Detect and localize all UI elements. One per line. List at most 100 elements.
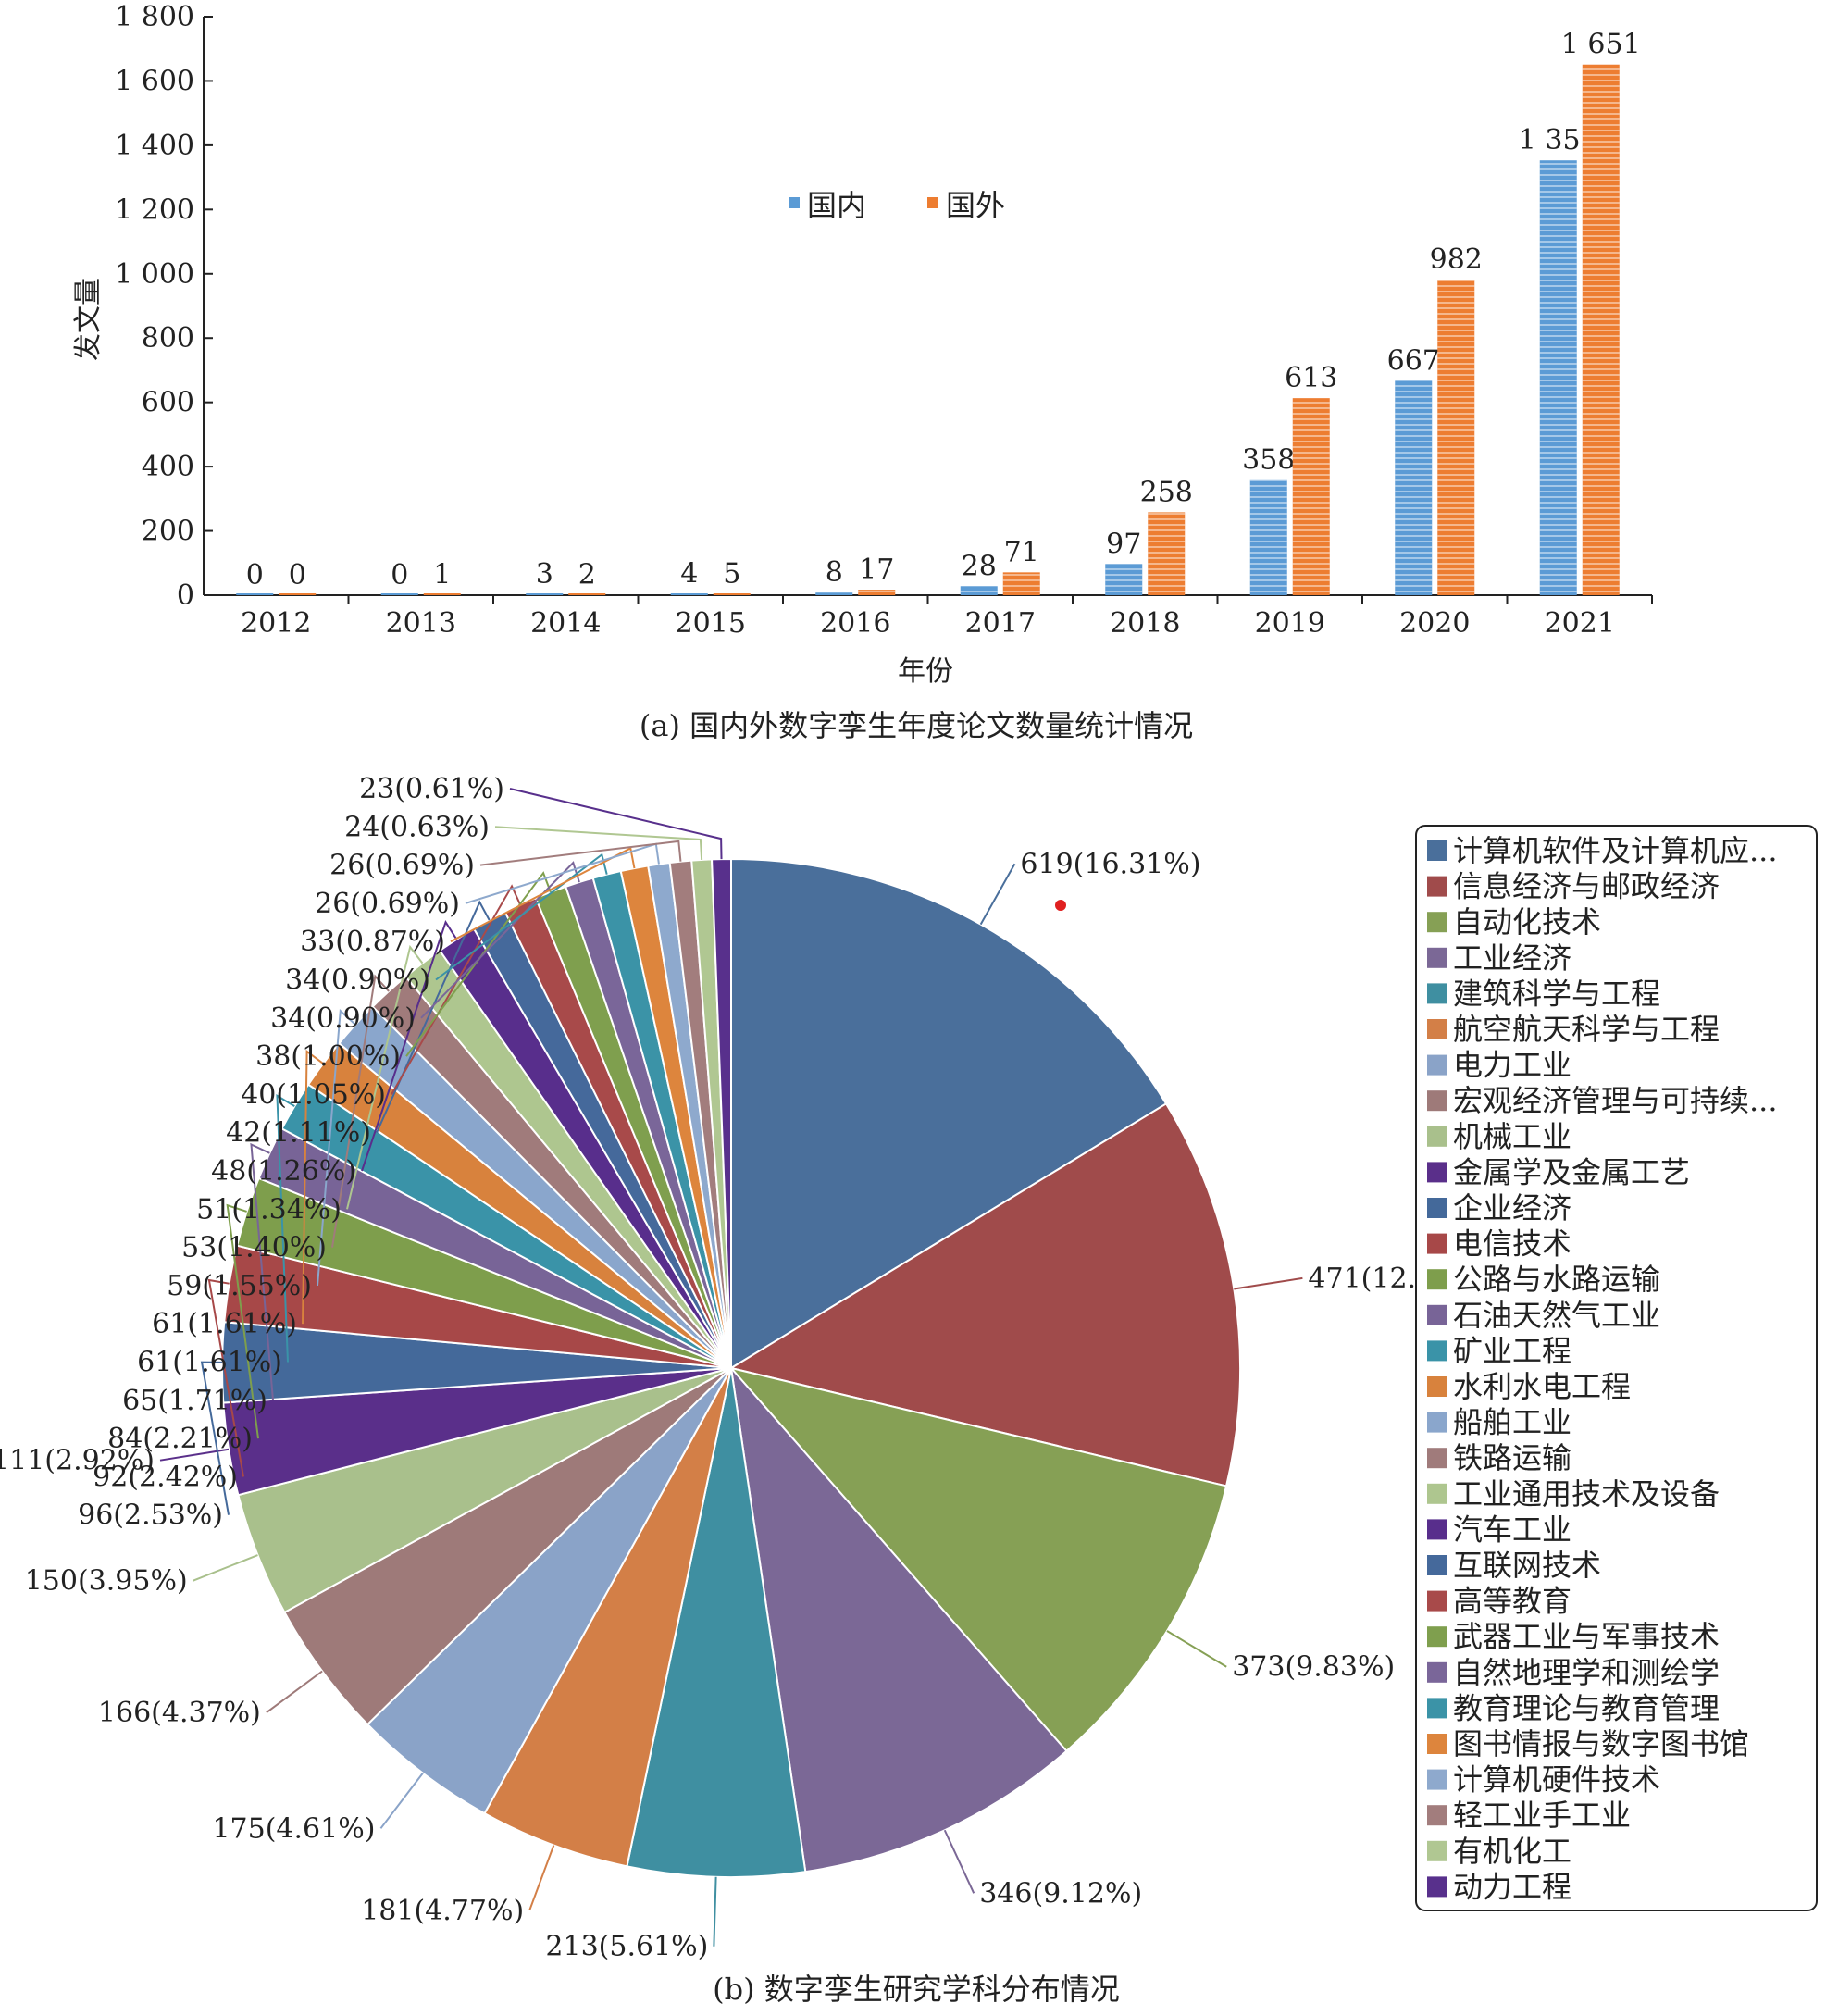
legend-swatch	[1427, 1840, 1447, 1861]
data-label: 258	[1140, 476, 1193, 508]
y-tick-label: 1 000	[115, 258, 194, 291]
legend-label: 动力工程	[1453, 1869, 1571, 1904]
legend-swatch	[1427, 1054, 1447, 1076]
bar	[236, 593, 274, 595]
x-tick-label: 2018	[1110, 607, 1180, 640]
leader-line	[376, 900, 491, 1134]
legend-label: 石油天然气工业	[1453, 1298, 1660, 1333]
x-tick-label: 2017	[965, 607, 1036, 640]
bar	[713, 593, 751, 595]
bar	[279, 593, 317, 595]
legend-label: 电信技术	[1453, 1226, 1571, 1262]
red-dot-marker	[1055, 900, 1066, 911]
leader-line	[200, 1361, 230, 1515]
x-axis-label: 年份	[898, 655, 953, 688]
data-label: 181(4.77%)	[361, 1895, 524, 1927]
data-label: 8	[826, 556, 843, 589]
data-label: 23(0.61%)	[359, 773, 504, 805]
x-tick-label: 2013	[386, 607, 456, 640]
leader-line	[276, 1094, 295, 1363]
data-label: 0	[246, 559, 264, 591]
legend-label: 信息经济与邮政经济	[1453, 869, 1720, 904]
data-label: 175(4.61%)	[212, 1812, 375, 1845]
leader-line	[943, 1829, 975, 1894]
chart-b-caption: (b) 数字孪生研究学科分布情况	[713, 1972, 1120, 2007]
leader-line	[450, 846, 636, 943]
data-label: 26(0.69%)	[315, 888, 460, 920]
legend-swatch	[1427, 876, 1447, 897]
bar	[1292, 398, 1330, 595]
legend-swatch	[1427, 1269, 1447, 1290]
legend-label: 图书情报与数字图书馆	[1453, 1726, 1749, 1761]
legend-label: 汽车工业	[1453, 1512, 1571, 1547]
legend-swatch	[1427, 1698, 1447, 1719]
bar	[960, 586, 998, 595]
pie-slice	[711, 857, 732, 1369]
data-label: 358	[1242, 444, 1295, 477]
leader-line	[405, 871, 552, 1057]
legend-swatch	[1427, 1340, 1447, 1362]
y-tick-label: 0	[177, 579, 194, 612]
data-label: 38(1.00%)	[255, 1040, 401, 1073]
legend-label: 互联网技术	[1453, 1548, 1601, 1583]
legend-label: 电力工业	[1453, 1048, 1571, 1083]
pie-slice	[483, 1367, 732, 1868]
legend-swatch	[1427, 1519, 1447, 1540]
leader-line	[391, 884, 522, 1095]
bar	[815, 592, 853, 595]
leader-line	[207, 1278, 244, 1477]
legend: 计算机软件及计算机应...信息经济与邮政经济自动化技术工业经济建筑科学与工程航空…	[1415, 825, 1818, 1911]
legend-label: 铁路运输	[1453, 1440, 1571, 1475]
legend-label: 有机化工	[1453, 1834, 1571, 1869]
data-label: 61(1.61%)	[152, 1308, 297, 1340]
data-label: 84(2.21%)	[107, 1423, 253, 1455]
data-label: 71	[1004, 536, 1039, 568]
legend-label: 公路与水路运输	[1453, 1262, 1660, 1297]
legend-label: 矿业工程	[1453, 1333, 1571, 1368]
y-tick-label: 1 200	[115, 193, 194, 226]
data-label: 40(1.05%)	[241, 1078, 386, 1111]
legend-label: 机械工业	[1453, 1119, 1571, 1154]
data-label: 166(4.37%)	[98, 1697, 261, 1729]
x-tick-label: 2016	[820, 607, 890, 640]
legend-swatch	[1427, 1019, 1447, 1039]
leader-line	[317, 1008, 356, 1286]
legend-label: 自动化技术	[1453, 904, 1601, 940]
leader-line	[250, 1142, 274, 1400]
legend-label: 金属学及金属工艺	[1453, 1154, 1690, 1189]
legend-swatch	[1427, 1590, 1447, 1612]
legend-label: 企业经济	[1453, 1190, 1571, 1226]
legend: 国内 国外	[789, 188, 1005, 223]
y-tick-label: 1 400	[115, 130, 194, 162]
bar	[670, 593, 708, 595]
data-label: 92(2.42%)	[93, 1461, 238, 1493]
data-label: 619(16.31%)	[1020, 848, 1200, 880]
leader-line	[361, 919, 458, 1172]
data-label: 982	[1430, 243, 1483, 276]
legend-swatch	[1427, 1304, 1447, 1325]
legend-swatch	[1427, 840, 1447, 861]
pie-slice	[366, 1367, 732, 1815]
legend-label: 自然地理学和测绘学	[1453, 1655, 1720, 1690]
bar	[1582, 64, 1620, 596]
data-label: 42(1.11%)	[226, 1117, 371, 1150]
pie-slices	[221, 857, 1241, 1878]
leader-line	[226, 1203, 259, 1439]
legend-label: 教育理论与教育管理	[1453, 1690, 1720, 1725]
data-label: 48(1.26%)	[211, 1155, 356, 1188]
legend-label: 武器工业与军事技术	[1453, 1619, 1720, 1654]
leader-line	[509, 788, 723, 860]
leader-line	[159, 1448, 230, 1462]
legend-label: 船舶工业	[1453, 1405, 1571, 1440]
y-tick-label: 400	[142, 451, 194, 483]
data-label: 2	[578, 558, 596, 591]
bar	[568, 593, 606, 595]
legend-swatch	[1427, 1126, 1447, 1147]
leader-line	[266, 1670, 323, 1713]
legend-label: 计算机硬件技术	[1453, 1762, 1660, 1798]
leader-line	[193, 1554, 258, 1582]
x-tick-label: 2021	[1545, 607, 1615, 640]
data-label: 346(9.12%)	[979, 1877, 1142, 1910]
bar	[1105, 564, 1143, 595]
